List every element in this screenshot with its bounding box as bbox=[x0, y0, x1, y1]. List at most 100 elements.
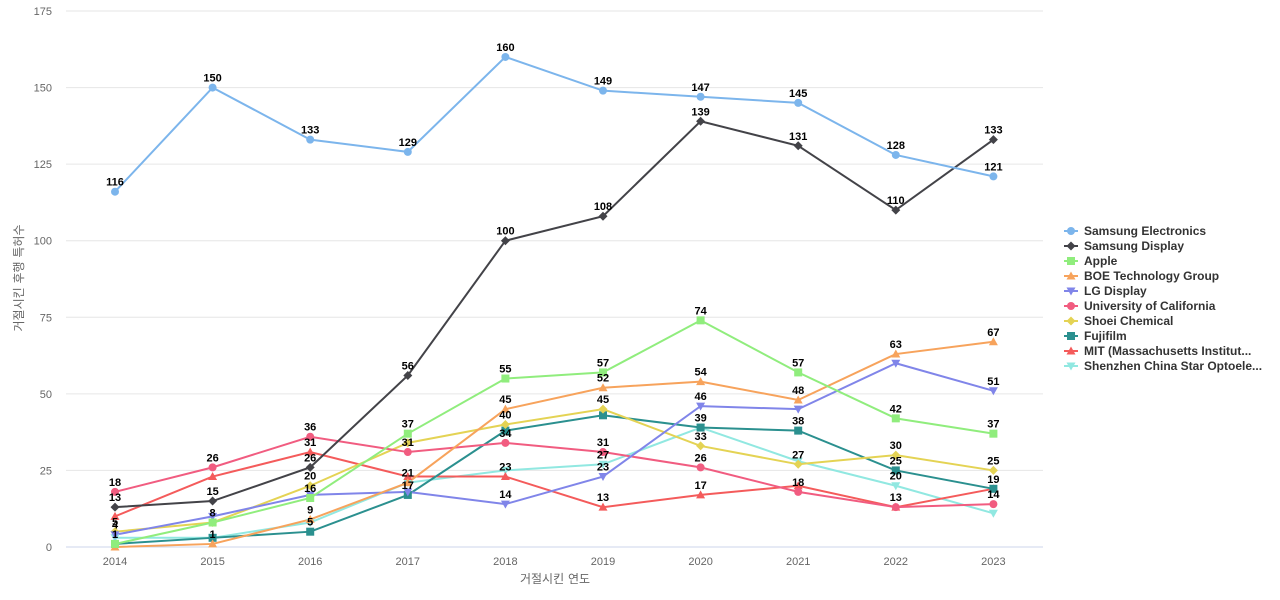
series-line-shenzhen-china-star-optoele[interactable] bbox=[115, 426, 994, 539]
data-point-fujifilm bbox=[794, 426, 803, 435]
data-point-university-of-california bbox=[989, 500, 998, 509]
data-label: 25 bbox=[987, 455, 999, 467]
data-point-mit-massachusetts-institut bbox=[110, 511, 120, 520]
legend-item-fujifilm[interactable]: Fujifilm bbox=[1064, 329, 1127, 343]
legend-item-boe-technology-group[interactable]: BOE Technology Group bbox=[1064, 269, 1219, 283]
legend-label: Shoei Chemical bbox=[1084, 314, 1173, 328]
data-label: 9 bbox=[307, 504, 313, 516]
data-label: 139 bbox=[691, 106, 709, 118]
x-tick-label: 2023 bbox=[981, 556, 1005, 568]
data-label: 56 bbox=[402, 360, 414, 372]
data-label: 110 bbox=[887, 195, 905, 207]
legend-swatch-marker bbox=[1067, 302, 1075, 310]
legend-label: Fujifilm bbox=[1084, 329, 1127, 343]
data-point-mit-massachusetts-institut bbox=[598, 502, 608, 511]
data-label: 14 bbox=[987, 489, 1000, 501]
data-label: 39 bbox=[694, 413, 706, 425]
y-tick-label: 175 bbox=[34, 6, 52, 18]
data-point-apple bbox=[208, 518, 217, 527]
data-point-mit-massachusetts-institut bbox=[403, 472, 413, 481]
series-line-boe-technology-group[interactable] bbox=[114, 340, 994, 548]
series-line-apple[interactable] bbox=[114, 319, 994, 545]
y-axis-ticks: 0 25 50 75 100 125 150 175 bbox=[34, 6, 52, 554]
data-point-samsung-electronics bbox=[501, 52, 510, 61]
data-label: 150 bbox=[203, 73, 221, 85]
data-label: 31 bbox=[304, 437, 316, 449]
data-label: 20 bbox=[304, 471, 316, 483]
data-point-lg-display bbox=[500, 500, 510, 509]
legend-swatch-marker bbox=[1066, 241, 1076, 251]
data-label: 31 bbox=[597, 437, 609, 449]
series-line-samsung-electronics[interactable] bbox=[114, 55, 994, 193]
data-label: 5 bbox=[112, 517, 118, 529]
data-point-lg-display bbox=[891, 359, 901, 368]
data-point-fujifilm bbox=[501, 426, 510, 435]
data-point-shoei-chemical bbox=[500, 419, 510, 429]
data-label: 34 bbox=[499, 428, 512, 440]
data-label: 27 bbox=[597, 449, 609, 461]
data-label: 57 bbox=[792, 357, 804, 369]
data-label: 4 bbox=[112, 520, 119, 532]
data-point-mit-massachusetts-institut bbox=[208, 472, 218, 481]
series-line-lg-display[interactable] bbox=[114, 362, 994, 536]
data-label: 100 bbox=[496, 226, 514, 238]
data-label: 17 bbox=[694, 480, 706, 492]
data-labels: 1161501331291601491471451281211391311101… bbox=[106, 42, 1002, 541]
data-point-apple bbox=[306, 493, 315, 502]
data-point-apple bbox=[111, 539, 119, 548]
data-label: 30 bbox=[890, 440, 902, 452]
data-point-shoei-chemical bbox=[988, 465, 998, 475]
data-label: 55 bbox=[499, 364, 511, 376]
legend-item-university-of-california[interactable]: University of California bbox=[1064, 299, 1216, 313]
data-label: 67 bbox=[987, 327, 999, 339]
data-point-apple bbox=[501, 374, 510, 383]
legend-label: University of California bbox=[1084, 299, 1216, 313]
series-line-fujifilm[interactable] bbox=[114, 414, 994, 545]
x-axis-title: 거절시킨 연도 bbox=[520, 572, 590, 586]
series-line-shoei-chemical[interactable] bbox=[114, 408, 994, 533]
data-label: 15 bbox=[206, 486, 218, 498]
series-line-mit-massachusetts-institut[interactable] bbox=[114, 451, 994, 518]
series-line-samsung-display[interactable] bbox=[114, 120, 994, 509]
x-tick-label: 2019 bbox=[591, 556, 615, 568]
y-tick-label: 100 bbox=[34, 236, 52, 248]
data-point-mit-massachusetts-institut bbox=[305, 447, 315, 456]
data-label: 23 bbox=[499, 462, 511, 474]
data-label: 21 bbox=[402, 468, 414, 480]
legend-item-shenzhen-china-star-optoele[interactable]: Shenzhen China Star Optoele... bbox=[1064, 359, 1262, 373]
data-label: 33 bbox=[694, 431, 706, 443]
data-point-samsung-electronics bbox=[891, 150, 900, 159]
data-label: 108 bbox=[594, 201, 612, 213]
legend-swatch-marker bbox=[1067, 227, 1075, 235]
data-point-samsung-display bbox=[208, 496, 218, 506]
legend-item-shoei-chemical[interactable]: Shoei Chemical bbox=[1064, 314, 1173, 328]
data-label: 40 bbox=[499, 409, 511, 421]
series-line-university-of-california[interactable] bbox=[114, 435, 994, 509]
legend-item-lg-display[interactable]: LG Display bbox=[1064, 284, 1147, 298]
data-point-shoei-chemical bbox=[793, 459, 803, 469]
data-point-boe-technology-group bbox=[598, 383, 608, 392]
legend-swatch-marker bbox=[1066, 271, 1076, 280]
legend-item-apple[interactable]: Apple bbox=[1064, 254, 1118, 268]
data-label: 13 bbox=[109, 492, 121, 504]
legend-item-samsung-display[interactable]: Samsung Display bbox=[1064, 239, 1184, 253]
data-point-lg-display bbox=[110, 531, 120, 540]
legend-item-mit-massachusetts-institut[interactable]: MIT (Massachusetts Institut... bbox=[1064, 344, 1251, 358]
data-point-boe-technology-group bbox=[403, 478, 413, 487]
data-point-boe-technology-group bbox=[305, 514, 315, 523]
data-label: 5 bbox=[307, 517, 313, 529]
legend-item-samsung-electronics[interactable]: Samsung Electronics bbox=[1064, 224, 1206, 238]
data-label: 19 bbox=[987, 474, 999, 486]
data-point-apple bbox=[599, 368, 607, 377]
data-label: 52 bbox=[597, 373, 609, 385]
data-label: 48 bbox=[792, 385, 804, 397]
data-point-university-of-california bbox=[306, 432, 315, 441]
legend-swatch-marker bbox=[1066, 316, 1076, 326]
data-point-samsung-electronics bbox=[794, 98, 803, 107]
data-point-apple bbox=[891, 414, 900, 423]
data-label: 74 bbox=[694, 305, 707, 317]
data-label: 131 bbox=[789, 131, 807, 143]
data-point-shoei-chemical bbox=[403, 438, 413, 448]
